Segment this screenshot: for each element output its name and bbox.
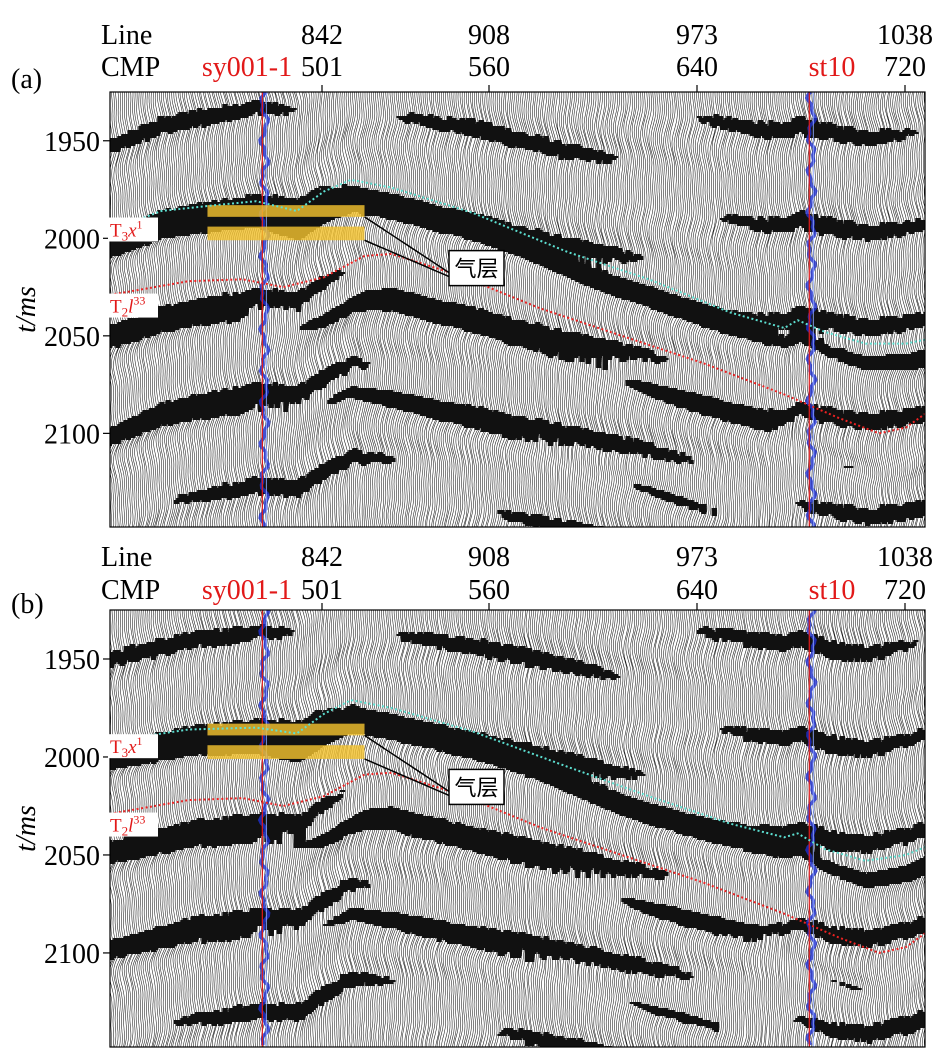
panel-b: 气层 Line 842 908 973 1038 CMP 501 560 640 720 (b) sy0… [11,542,936,1052]
panel-label: (b) [11,589,44,620]
horizon-label-T3x1: T3x1 [108,734,158,760]
label-part: T [110,297,122,318]
y-axis-label: t/ms [11,286,42,333]
x-tick-label: 560 [468,52,510,83]
x-tick-label: 842 [301,20,343,51]
label-part: T [110,220,122,241]
y-tick-label: 2050 [44,841,100,872]
callout-text: 气层 [454,257,498,282]
x-tick-label: 640 [676,52,718,83]
x-row-name-cmp: CMP [101,575,160,606]
gas-layer-0 [207,205,364,217]
panel-a: 气层 Line 842 908 973 1038 CMP 501 560 640 720 (a) sy0… [11,20,936,532]
label-part: T [110,816,122,837]
x-tick-label: 908 [468,542,510,573]
seismic-section-plot [101,606,936,1052]
horizon-label-T2l33: T2l33 [108,813,158,839]
label-part: 33 [133,813,145,827]
horizon-label-T3x1: T3x1 [108,217,158,243]
y-tick-label: 2100 [44,939,100,970]
well-name-label: sy001-1 [202,52,292,83]
label-part: 33 [133,294,145,308]
y-axis-label: t/ms [11,805,42,852]
y-tick-label: 2000 [44,224,100,255]
x-row-name-line: Line [101,542,152,573]
x-tick-label: 720 [884,52,926,83]
x-tick-label: 560 [468,575,510,606]
y-tick-label: 2000 [44,743,100,774]
well-name-label: sy001-1 [202,575,292,606]
x-tick-label: 973 [676,542,718,573]
x-tick-label: 973 [676,20,718,51]
x-tick-label: 720 [884,575,926,606]
callout-text: 气层 [454,775,498,800]
label-part: 1 [137,217,143,231]
gas-layer-1 [207,227,364,241]
gas-layer-1 [207,745,364,759]
panel-label: (a) [11,64,42,95]
horizon-label-T2l33: T2l33 [108,294,158,320]
y-tick-label: 2100 [44,419,100,450]
seismic-section-plot [101,88,936,532]
x-tick-label: 501 [301,52,343,83]
label-part: 1 [137,734,143,748]
well-name-label: st10 [809,575,856,606]
label-part: T [110,737,122,758]
x-tick-label: 1038 [877,542,933,573]
y-tick-label: 1950 [44,127,100,158]
well-name-label: st10 [809,52,856,83]
x-row-name-cmp: CMP [101,52,160,83]
y-tick-label: 1950 [44,645,100,676]
gas-layer-0 [207,724,364,736]
y-tick-label: 2050 [44,322,100,353]
x-tick-label: 842 [301,542,343,573]
x-tick-label: 1038 [877,20,933,51]
x-row-name-line: Line [101,20,152,51]
x-tick-label: 640 [676,575,718,606]
x-tick-label: 501 [301,575,343,606]
x-tick-label: 908 [468,20,510,51]
